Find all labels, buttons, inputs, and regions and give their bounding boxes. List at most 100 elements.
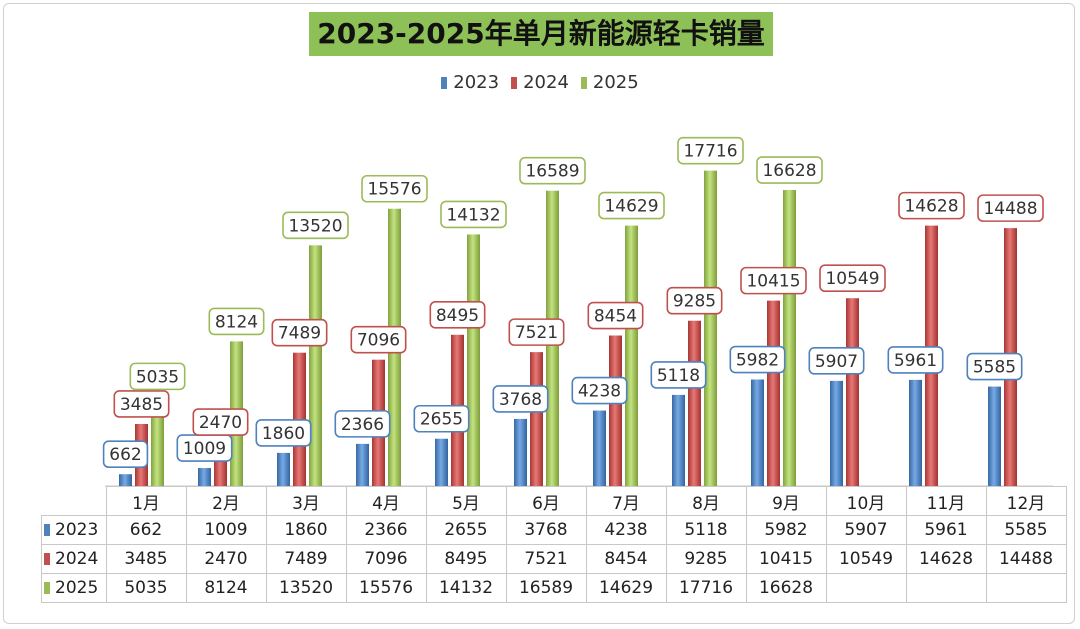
data-label-2023-9月: 5982 xyxy=(729,345,786,374)
data-label-text: 14628 xyxy=(904,197,958,217)
table-cell: 9285 xyxy=(665,544,747,574)
bar-2023-10月 xyxy=(830,380,843,486)
bar-2023-7月 xyxy=(593,410,606,486)
bar-2024-6月 xyxy=(530,352,543,486)
data-label-text: 5961 xyxy=(894,351,937,371)
bar-2023-4月 xyxy=(356,443,369,486)
data-label-text: 5907 xyxy=(815,352,858,372)
data-label-text: 2655 xyxy=(420,410,463,430)
table-row-header: 2023 xyxy=(41,515,107,545)
table-category-header: 3月 xyxy=(265,486,347,516)
data-label-text: 7489 xyxy=(278,324,321,344)
table-cell: 10415 xyxy=(745,544,827,574)
table-cell: 2366 xyxy=(345,515,427,545)
data-label-2024-6月: 7521 xyxy=(508,318,565,346)
table-cell: 2655 xyxy=(425,515,507,545)
table-cell: 16589 xyxy=(505,573,587,603)
data-label-2024-4月: 7096 xyxy=(350,325,407,354)
legend-swatch-2024 xyxy=(511,77,518,89)
data-label-text: 17716 xyxy=(683,142,737,162)
table-category-header: 8月 xyxy=(665,486,747,516)
data-label-text: 2366 xyxy=(341,415,384,435)
data-label-text: 5585 xyxy=(973,358,1016,378)
data-label-2023-2月: 1009 xyxy=(176,434,233,462)
table-cell: 14629 xyxy=(585,573,667,603)
data-label-2023-3月: 1860 xyxy=(255,419,312,447)
bar-2023-5月 xyxy=(435,438,448,486)
table-cell: 5585 xyxy=(985,515,1067,545)
data-label-text: 16628 xyxy=(762,161,816,181)
data-label-2023-12月: 5585 xyxy=(966,352,1023,381)
table-category-header: 7月 xyxy=(585,486,667,516)
bar-2023-8月 xyxy=(672,394,685,486)
data-label-2023-6月: 3768 xyxy=(492,385,549,413)
data-label-text: 4238 xyxy=(578,382,621,402)
data-label-text: 7096 xyxy=(357,331,400,351)
table-cell: 5907 xyxy=(825,515,907,545)
table-cell: 10549 xyxy=(825,544,907,574)
data-label-2025-9月: 16628 xyxy=(756,156,823,184)
data-label-text: 10549 xyxy=(825,269,879,289)
table-cell: 7521 xyxy=(505,544,587,574)
data-label-2024-2月: 2470 xyxy=(192,408,249,436)
data-table: 1月 2月 3月 4月 5月 6月 7月 8月 9月 10月 11月 12月 2023 662 1009 18… xyxy=(41,486,1067,603)
data-label-2025-1月: 5035 xyxy=(129,362,186,391)
bar-2025-9月 xyxy=(783,190,796,486)
table-cell: 8124 xyxy=(185,573,267,603)
table-cell: 1860 xyxy=(265,515,347,545)
bar-2023-11月 xyxy=(909,379,922,486)
table-cell: 1009 xyxy=(185,515,267,545)
bar-2024-8月 xyxy=(688,320,701,486)
data-label-text: 1860 xyxy=(262,424,305,444)
table-cell: 8454 xyxy=(585,544,667,574)
table-category-header: 5月 xyxy=(425,486,507,516)
table-row-label: 2023 xyxy=(55,520,99,540)
table-header-row: 1月 2月 3月 4月 5月 6月 7月 8月 9月 10月 11月 12月 xyxy=(41,486,1067,516)
data-label-2024-12月: 14488 xyxy=(977,194,1044,222)
bar-2023-9月 xyxy=(751,379,764,486)
table-cell: 5118 xyxy=(665,515,747,545)
table-row-header: 2025 xyxy=(41,573,107,603)
table-row: 2025 5035 8124 13520 15576 14132 16589 14629 177… xyxy=(41,573,1067,603)
table-cell: 7096 xyxy=(345,544,427,574)
bar-2025-7月 xyxy=(625,225,638,486)
data-label-2024-10月: 10549 xyxy=(819,264,886,293)
data-label-2024-5月: 8495 xyxy=(429,300,486,329)
chart-frame xyxy=(3,3,1075,624)
data-label-text: 5118 xyxy=(657,366,700,386)
data-label-2025-5月: 14132 xyxy=(440,200,507,229)
data-label-text: 13520 xyxy=(288,216,342,236)
data-label-text: 14132 xyxy=(446,205,500,225)
table-row-swatch xyxy=(44,582,50,594)
table-category-header: 2月 xyxy=(185,486,267,516)
legend-label-2023: 2023 xyxy=(453,72,500,93)
table-cell: 4238 xyxy=(585,515,667,545)
table-corner xyxy=(41,486,107,516)
data-label-2024-8月: 9285 xyxy=(666,286,723,315)
table-cell: 3485 xyxy=(105,544,187,574)
table-category-header: 9月 xyxy=(745,486,827,516)
data-label-text: 3768 xyxy=(499,390,542,410)
table-cell xyxy=(825,573,907,603)
table-cell: 14132 xyxy=(425,573,507,603)
table-cell xyxy=(985,573,1067,603)
bar-2023-6月 xyxy=(514,418,527,486)
table-cell xyxy=(905,573,987,603)
data-label-2024-1月: 3485 xyxy=(113,390,170,418)
data-label-2025-2月: 8124 xyxy=(208,307,265,336)
table-row-swatch xyxy=(44,524,50,536)
data-label-2024-3月: 7489 xyxy=(271,318,328,347)
bar-2023-2月 xyxy=(198,468,211,486)
data-label-2024-11月: 14628 xyxy=(898,191,965,220)
bar-2024-10月 xyxy=(846,298,859,486)
table-cell: 5961 xyxy=(905,515,987,545)
legend-item-2025: 2025 xyxy=(580,72,639,93)
data-label-2023-8月: 5118 xyxy=(650,361,707,389)
bar-2023-12月 xyxy=(988,386,1001,486)
legend-label-2024: 2024 xyxy=(523,72,569,93)
data-label-text: 9285 xyxy=(673,292,716,312)
data-label-2023-11月: 5961 xyxy=(887,346,944,374)
table-cell: 5982 xyxy=(745,515,827,545)
data-label-2024-9月: 10415 xyxy=(740,266,807,295)
